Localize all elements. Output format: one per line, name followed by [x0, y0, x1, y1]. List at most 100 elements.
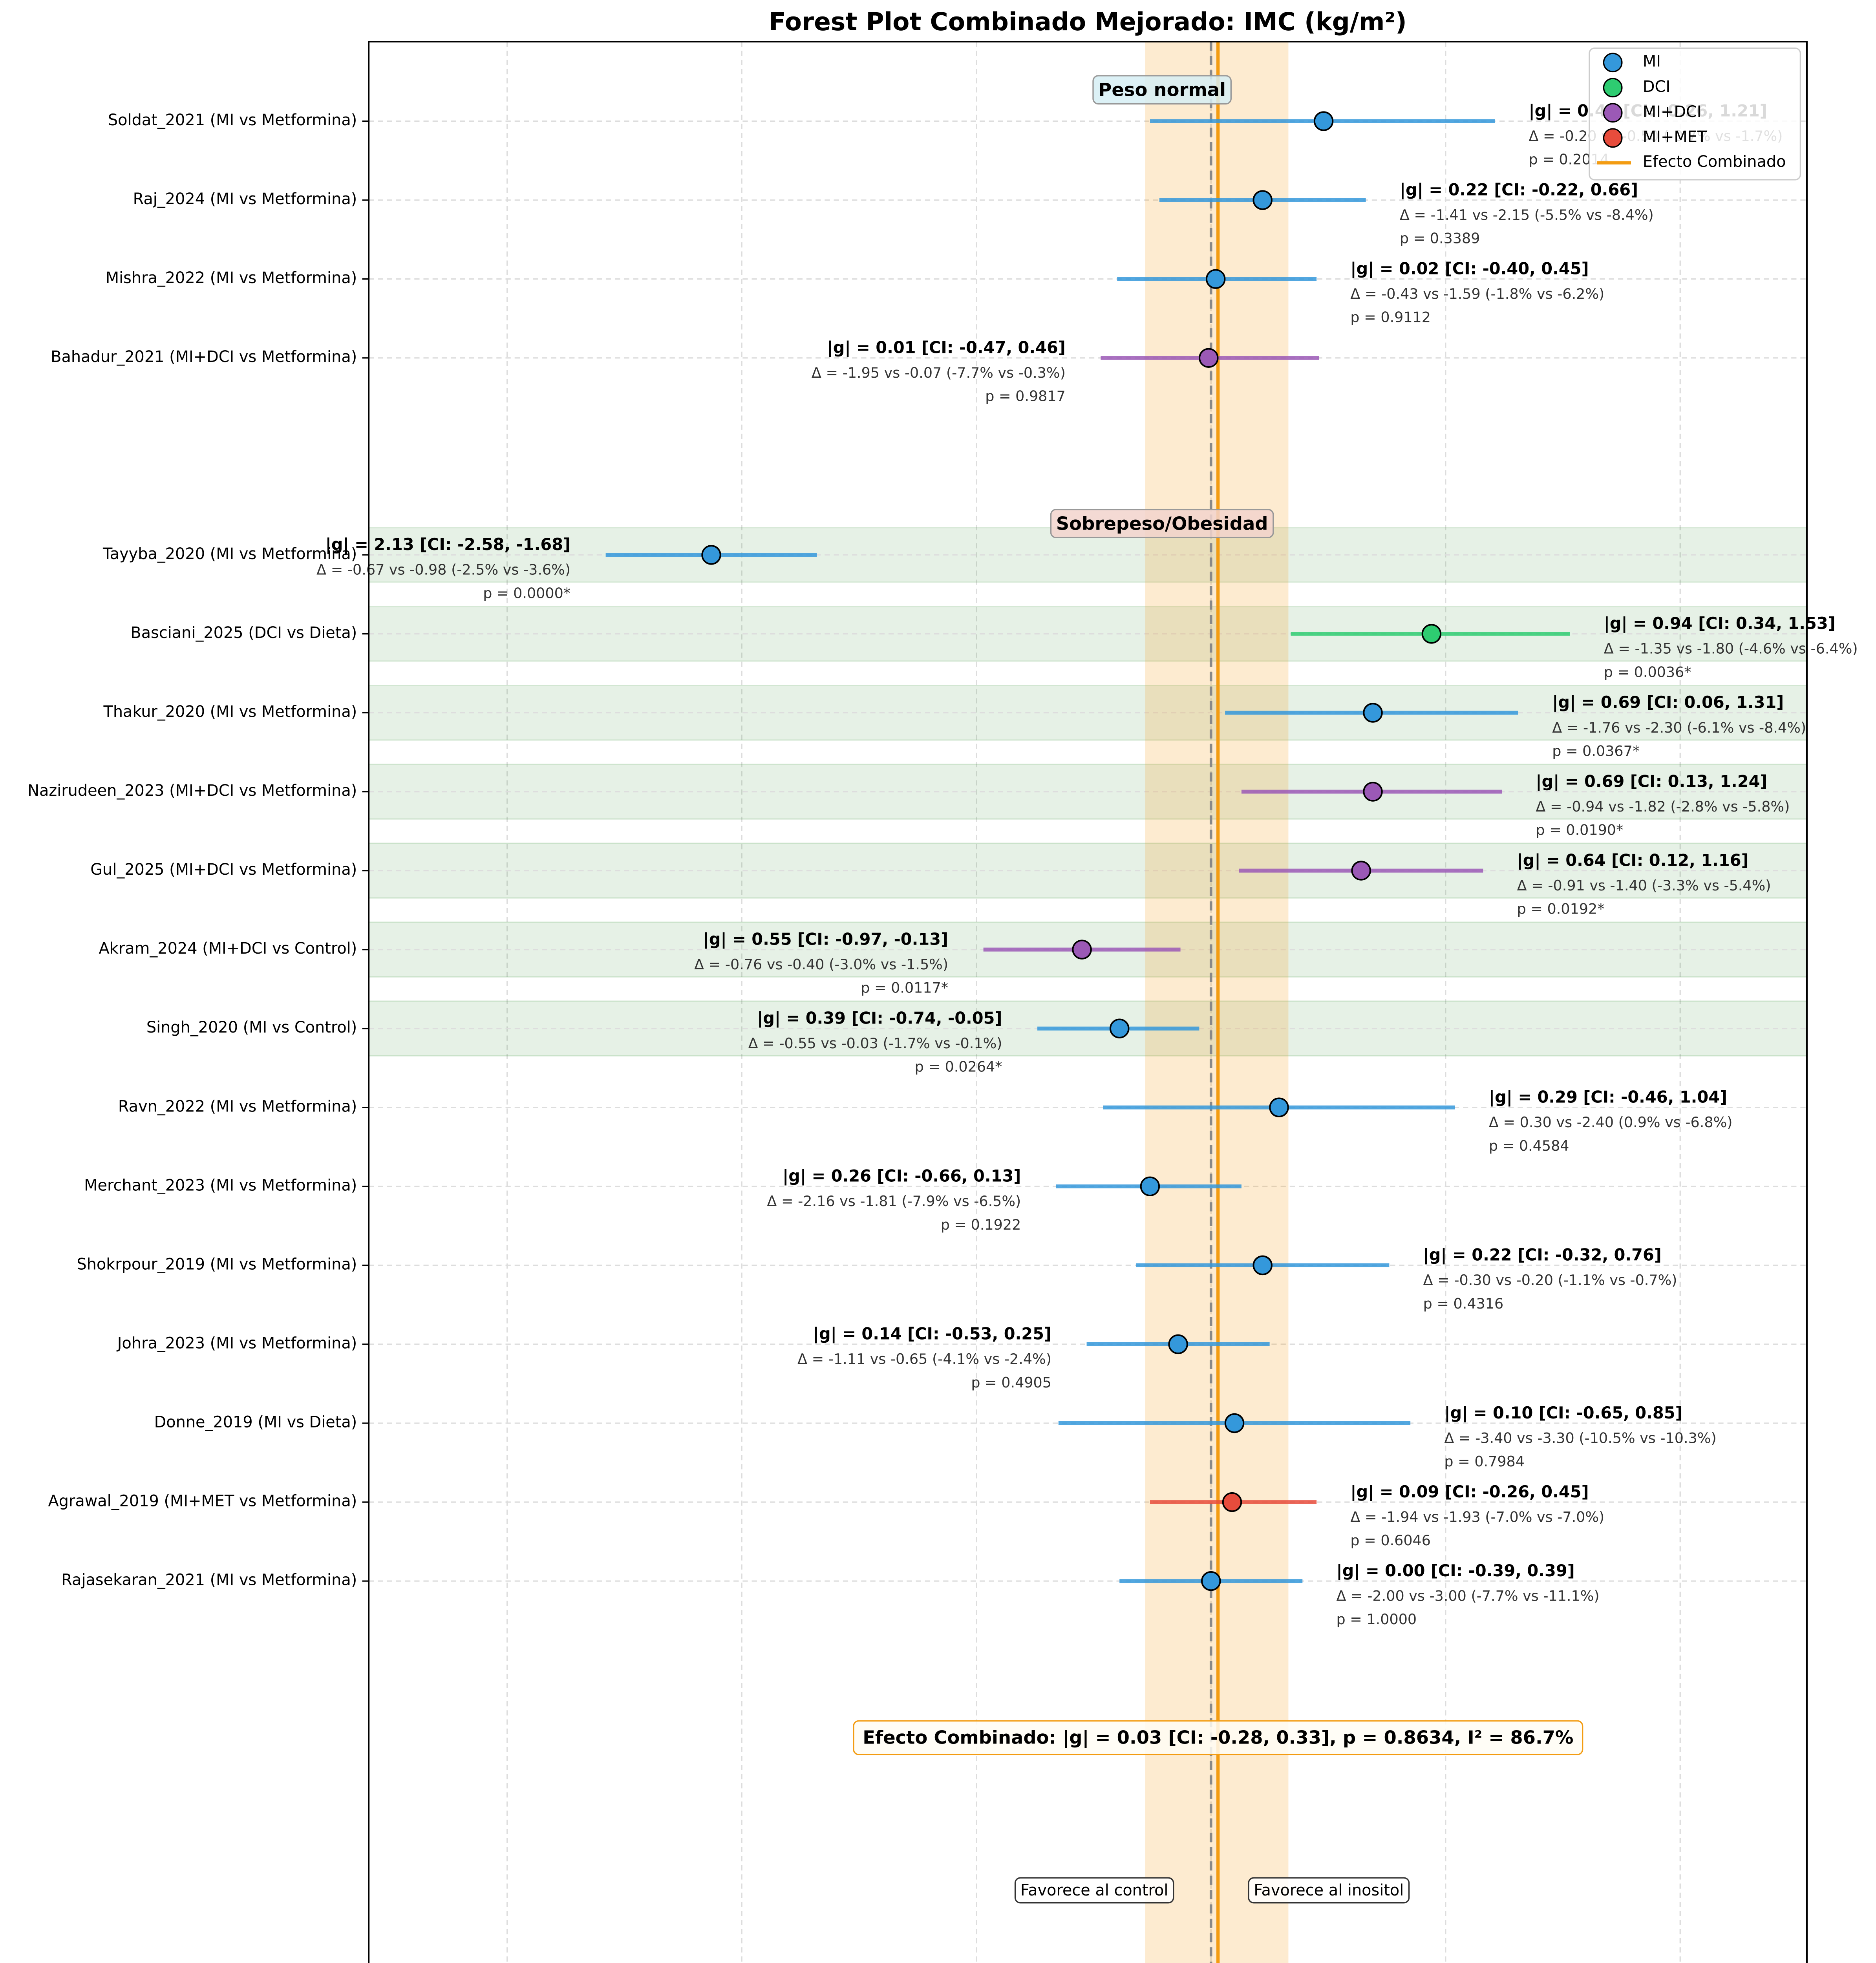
direction-label: Favorece al control — [1020, 1881, 1168, 1899]
legend-label: MI+MET — [1643, 128, 1707, 146]
y-tick-label: Rajasekaran_2021 (MI vs Metformina) — [61, 1571, 357, 1589]
point-estimate — [1205, 269, 1226, 289]
p-label: p = 0.4584 — [1489, 1137, 1569, 1154]
delta-label: Δ = -1.11 vs -0.65 (-4.1% vs -2.4%) — [797, 1351, 1051, 1367]
delta-label: Δ = -0.94 vs -1.82 (-2.8% vs -5.8%) — [1536, 798, 1790, 815]
y-tick-label: Agrawal_2019 (MI+MET vs Metformina) — [48, 1492, 357, 1510]
delta-label: Δ = -1.94 vs -1.93 (-7.0% vs -7.0%) — [1350, 1508, 1604, 1525]
point-estimate — [1168, 1334, 1188, 1354]
plot-frame — [368, 41, 1808, 1963]
plot-mid — [1145, 42, 1289, 1963]
effect-label: |g| = 0.55 [CI: -0.97, -0.13] — [703, 930, 948, 949]
legend-marker — [1603, 103, 1623, 123]
legend-label: Efecto Combinado — [1643, 153, 1786, 171]
point-estimate — [1224, 1413, 1245, 1433]
y-tick-label: Tayyba_2020 (MI vs Metformina) — [102, 545, 357, 563]
effect-label: |g| = 0.02 [CI: -0.40, 0.45] — [1350, 259, 1589, 278]
point-estimate — [1252, 1255, 1273, 1276]
effect-label: |g| = 2.13 [CI: -2.58, -1.68] — [325, 535, 570, 554]
p-label: p = 0.0036* — [1604, 663, 1691, 680]
y-tick-label: Nazirudeen_2023 (MI+DCI vs Metformina) — [27, 782, 357, 800]
y-tick-label: Singh_2020 (MI vs Control) — [146, 1018, 357, 1036]
point-estimate — [1351, 861, 1371, 881]
point-estimate — [1269, 1097, 1289, 1117]
delta-label: Δ = -3.40 vs -3.30 (-10.5% vs -10.3%) — [1444, 1429, 1716, 1446]
delta-label: Δ = -1.41 vs -2.15 (-5.5% vs -8.4%) — [1400, 207, 1654, 223]
y-tick-label: Thakur_2020 (MI vs Metformina) — [103, 703, 357, 721]
effect-label: |g| = 0.69 [CI: 0.06, 1.31] — [1552, 693, 1784, 712]
point-estimate — [1072, 939, 1092, 960]
delta-label: Δ = -1.76 vs -2.30 (-6.1% vs -8.4%) — [1552, 719, 1806, 736]
y-tick-label: Akram_2024 (MI+DCI vs Control) — [99, 939, 357, 958]
effect-label: |g| = 0.26 [CI: -0.66, 0.13] — [783, 1167, 1021, 1186]
p-label: p = 0.0000* — [483, 585, 570, 601]
delta-label: Δ = 0.30 vs -2.40 (0.9% vs -6.8%) — [1489, 1114, 1733, 1131]
y-tick-label: Ravn_2022 (MI vs Metformina) — [118, 1097, 357, 1115]
section-label: Sobrepeso/Obesidad — [1056, 513, 1268, 534]
legend-label: MI+DCI — [1643, 103, 1702, 121]
legend: MI DCI MI+DCI MI+MET Efecto Combinado — [1589, 48, 1801, 181]
p-label: p = 0.0192* — [1517, 901, 1605, 918]
point-estimate — [1252, 190, 1273, 210]
p-label: p = 1.0000 — [1337, 1611, 1417, 1628]
effect-label: |g| = 0.09 [CI: -0.26, 0.45] — [1350, 1482, 1589, 1502]
delta-label: Δ = -0.76 vs -0.40 (-3.0% vs -1.5%) — [694, 956, 948, 973]
effect-label: |g| = 0.69 [CI: 0.13, 1.24] — [1536, 772, 1767, 791]
point-estimate — [1109, 1018, 1130, 1038]
delta-label: Δ = -2.00 vs -3.00 (-7.7% vs -11.1%) — [1337, 1587, 1600, 1604]
effect-label: |g| = 0.39 [CI: -0.74, -0.05] — [757, 1009, 1002, 1028]
label-box — [853, 1720, 1583, 1755]
legend-label: DCI — [1643, 78, 1670, 96]
effect-label: |g| = 0.22 [CI: -0.32, 0.76] — [1423, 1246, 1662, 1265]
p-label: p = 0.3389 — [1400, 230, 1480, 247]
point-estimate — [1140, 1176, 1160, 1197]
point-estimate — [1363, 703, 1383, 723]
label-box — [1248, 1877, 1410, 1904]
point-estimate — [1201, 1571, 1221, 1591]
delta-label: Δ = -0.91 vs -1.40 (-3.3% vs -5.4%) — [1517, 877, 1771, 894]
effect-label: |g| = 0.29 [CI: -0.46, 1.04] — [1489, 1088, 1727, 1107]
legend-marker — [1603, 53, 1623, 73]
chart-title: Forest Plot Combinado Mejorado: IMC (kg/… — [769, 7, 1407, 36]
effect-label: |g| = 0.14 [CI: -0.53, 0.25] — [813, 1325, 1051, 1344]
y-tick-label: Donne_2019 (MI vs Dieta) — [154, 1413, 357, 1431]
delta-label: Δ = -1.35 vs -1.80 (-4.6% vs -6.4%) — [1604, 640, 1858, 657]
p-label: p = 0.9112 — [1350, 309, 1431, 326]
y-tick-label: Raj_2024 (MI vs Metformina) — [133, 190, 357, 208]
delta-label: Δ = -0.43 vs -1.59 (-1.8% vs -6.2%) — [1350, 285, 1604, 302]
y-tick-label: Johra_2023 (MI vs Metformina) — [116, 1334, 357, 1352]
p-label: p = 0.4316 — [1423, 1295, 1504, 1312]
delta-label: Δ = -1.95 vs -0.07 (-7.7% vs -0.3%) — [812, 364, 1066, 381]
y-tick-label: Gul_2025 (MI+DCI vs Metformina) — [90, 861, 357, 879]
effect-label: |g| = 0.64 [CI: 0.12, 1.16] — [1517, 851, 1749, 870]
point-estimate — [1421, 624, 1442, 644]
p-label: p = 0.4905 — [971, 1374, 1051, 1391]
effect-label: |g| = 0.01 [CI: -0.47, 0.46] — [827, 338, 1066, 358]
legend-label: MI — [1643, 53, 1661, 71]
label-box — [1014, 1877, 1174, 1904]
legend-box — [1589, 48, 1801, 181]
p-label: p = 0.6046 — [1350, 1532, 1431, 1549]
y-tick-label: Basciani_2025 (DCI vs Dieta) — [130, 624, 357, 642]
effect-label: |g| = 0.00 [CI: -0.39, 0.39] — [1337, 1561, 1575, 1581]
effect-label: |g| = 0.94 [CI: 0.34, 1.53] — [1604, 614, 1836, 633]
direction-label: Favorece al inositol — [1254, 1881, 1404, 1899]
p-label: p = 0.9817 — [985, 388, 1066, 405]
delta-label: Δ = -0.55 vs -0.03 (-1.7% vs -0.1%) — [748, 1035, 1002, 1052]
y-tick-label: Shokrpour_2019 (MI vs Metformina) — [77, 1255, 357, 1273]
legend-marker — [1603, 78, 1623, 98]
label-box — [1092, 75, 1232, 105]
y-tick-label: Merchant_2023 (MI vs Metformina) — [84, 1176, 357, 1194]
p-label: p = 0.1922 — [941, 1216, 1021, 1233]
point-estimate — [1199, 348, 1219, 368]
effect-label: |g| = 0.10 [CI: -0.65, 0.85] — [1444, 1404, 1682, 1423]
p-label: p = 0.0117* — [861, 980, 948, 996]
effect-label: |g| = 0.22 [CI: -0.22, 0.66] — [1400, 180, 1638, 199]
y-tick-label: Soldat_2021 (MI vs Metformina) — [108, 111, 357, 129]
p-label: p = 0.0367* — [1552, 743, 1640, 760]
p-label: p = 0.0264* — [915, 1058, 1002, 1075]
point-estimate — [1313, 111, 1334, 131]
legend-marker — [1603, 128, 1623, 148]
